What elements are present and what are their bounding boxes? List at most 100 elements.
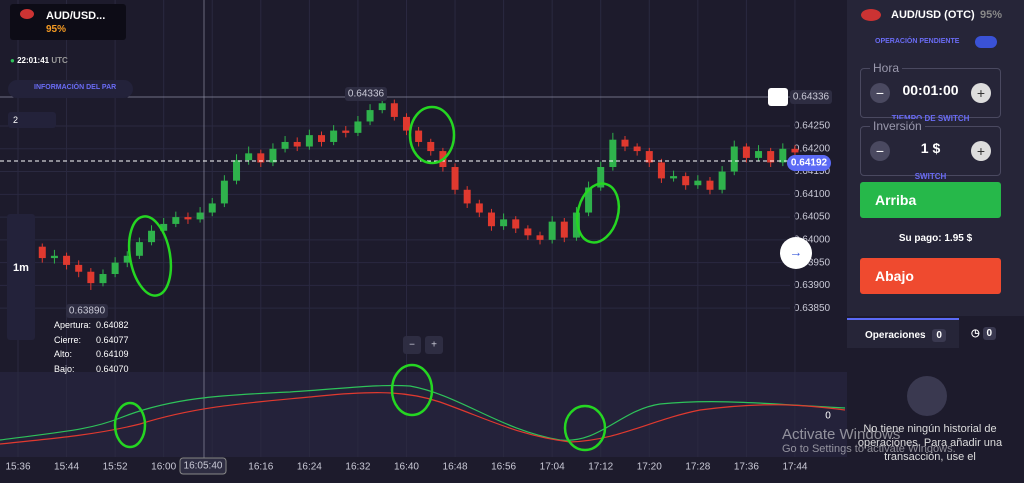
current-tag (787, 155, 831, 171)
candle-body (220, 180, 228, 204)
pending-toggle[interactable] (975, 36, 997, 48)
candle-body (718, 171, 726, 190)
payout-value: 1.95 $ (944, 233, 973, 244)
ops-tab-label: Operaciones (865, 330, 926, 341)
ops-count: 0 (932, 329, 946, 342)
candle-body (633, 146, 641, 152)
ohlc-value: 0.64070 (96, 363, 129, 374)
candle-body (87, 271, 95, 284)
ohlc-row: Cierre: 0.64077 (54, 333, 129, 348)
time-switch[interactable]: TIEMPO DE SWITCH (891, 114, 970, 123)
time-label: Hora (870, 61, 903, 75)
x-tick-label: 17:12 (588, 462, 613, 473)
invest-minus[interactable]: − (870, 141, 890, 161)
invest-value[interactable]: 1 $ (920, 140, 941, 156)
candle-body (390, 103, 398, 117)
ohlc-label: Bajo: (54, 363, 75, 374)
indicators[interactable]: 2 (8, 112, 56, 128)
invest-plus[interactable]: + (971, 141, 991, 161)
oscillator-line (0, 384, 846, 441)
clock: 22:01:41 (17, 56, 50, 65)
down-label: Abajo (875, 268, 914, 284)
alarm-button[interactable] (768, 88, 788, 106)
x-tick-label: 15:52 (103, 462, 128, 473)
candle-body (75, 264, 83, 272)
scroll-button[interactable] (780, 237, 812, 269)
candle-body (500, 219, 508, 227)
candle-body (560, 221, 568, 238)
candle-body (208, 203, 216, 213)
candle-body (670, 176, 678, 179)
candle-body (148, 230, 156, 243)
candle-body (706, 180, 714, 190)
candle-body (111, 262, 119, 275)
flag (861, 9, 881, 21)
candle-body (172, 217, 180, 224)
candle-body (305, 135, 313, 147)
candle-body (354, 121, 362, 133)
candle-body (657, 162, 665, 179)
operations: Operaciones 0 ◷ 0 No tiene ningún histor… (847, 316, 1024, 483)
candle-body (767, 151, 775, 163)
annotation-circle (408, 105, 456, 165)
current-price: 0.64192 (791, 158, 828, 169)
timeframe[interactable]: 1m (13, 262, 29, 274)
candle-body (609, 139, 617, 168)
low-tag (66, 304, 108, 318)
candle-body (293, 141, 301, 147)
crosshair-time: 16:05:40 (184, 461, 223, 472)
y-tick-label: 0.64050 (794, 212, 831, 223)
invest-switch[interactable]: SWITCH (914, 172, 947, 181)
candle-body (597, 167, 605, 188)
pending: OPERACIÓN PENDIENTE (875, 38, 960, 45)
candle-body (779, 148, 787, 163)
pair: AUD/USD... (46, 10, 106, 22)
candle-body (318, 135, 325, 142)
ohlc-label: Apertura: (54, 320, 92, 330)
candle-body (50, 255, 58, 259)
pending-tab[interactable]: ◷ 0 (971, 327, 997, 340)
candle-body (451, 167, 459, 190)
pair-info[interactable]: INFORMACIÓN DEL PAR (8, 80, 133, 98)
candle-body (245, 153, 253, 161)
zoom-in-label: + (431, 340, 437, 351)
pair-selector[interactable]: AUD/USD... 95% (10, 4, 126, 40)
time-minus[interactable]: − (870, 83, 890, 103)
ohlc-row: Alto: 0.64109 (54, 347, 129, 362)
y-tick-label: 0.63900 (794, 280, 831, 291)
candle-body (475, 203, 483, 213)
payout: 95% (980, 9, 1003, 21)
zoom-out[interactable] (403, 336, 421, 354)
y-tick-label: 0.64150 (794, 166, 831, 177)
x-tick-label: 17:44 (782, 462, 807, 473)
up-label: Arriba (875, 192, 917, 208)
candle-body (135, 242, 143, 256)
flag (20, 9, 34, 19)
high-label: 0.64336 (348, 89, 385, 100)
candle-body (682, 176, 690, 186)
oscillator-bg (0, 372, 847, 457)
y-tick-label: 0.64000 (794, 235, 831, 246)
invest-label: Inversión (870, 119, 925, 133)
down-button[interactable]: Abajo (860, 258, 1001, 294)
ohlc-value: 0.64077 (96, 334, 129, 345)
y-tick-label: 0.64250 (794, 121, 831, 132)
candle-body (415, 130, 423, 142)
candle-body (524, 228, 532, 236)
payout: 95% (46, 24, 67, 35)
time-value[interactable]: 00:01:00 (902, 82, 959, 98)
x-tick-label: 16:24 (297, 462, 322, 473)
zoom-out-label: − (409, 340, 415, 351)
x-tick-label: 16:32 (345, 462, 370, 473)
toolbar (7, 214, 35, 340)
ohlc-value: 0.64082 (96, 320, 129, 330)
candle-body (123, 255, 131, 263)
ops-tab[interactable]: Operaciones 0 (847, 318, 959, 348)
annotation-circle (113, 401, 147, 449)
candle-body (427, 141, 435, 152)
side-panel: AUD/USD (OTC) 95% OPERACIÓN PENDIENTE Ho… (847, 0, 1024, 483)
zoom-in[interactable] (425, 336, 443, 354)
timezone: UTC (51, 56, 68, 65)
up-button[interactable]: Arriba (860, 182, 1001, 218)
time-plus[interactable]: + (971, 83, 991, 103)
